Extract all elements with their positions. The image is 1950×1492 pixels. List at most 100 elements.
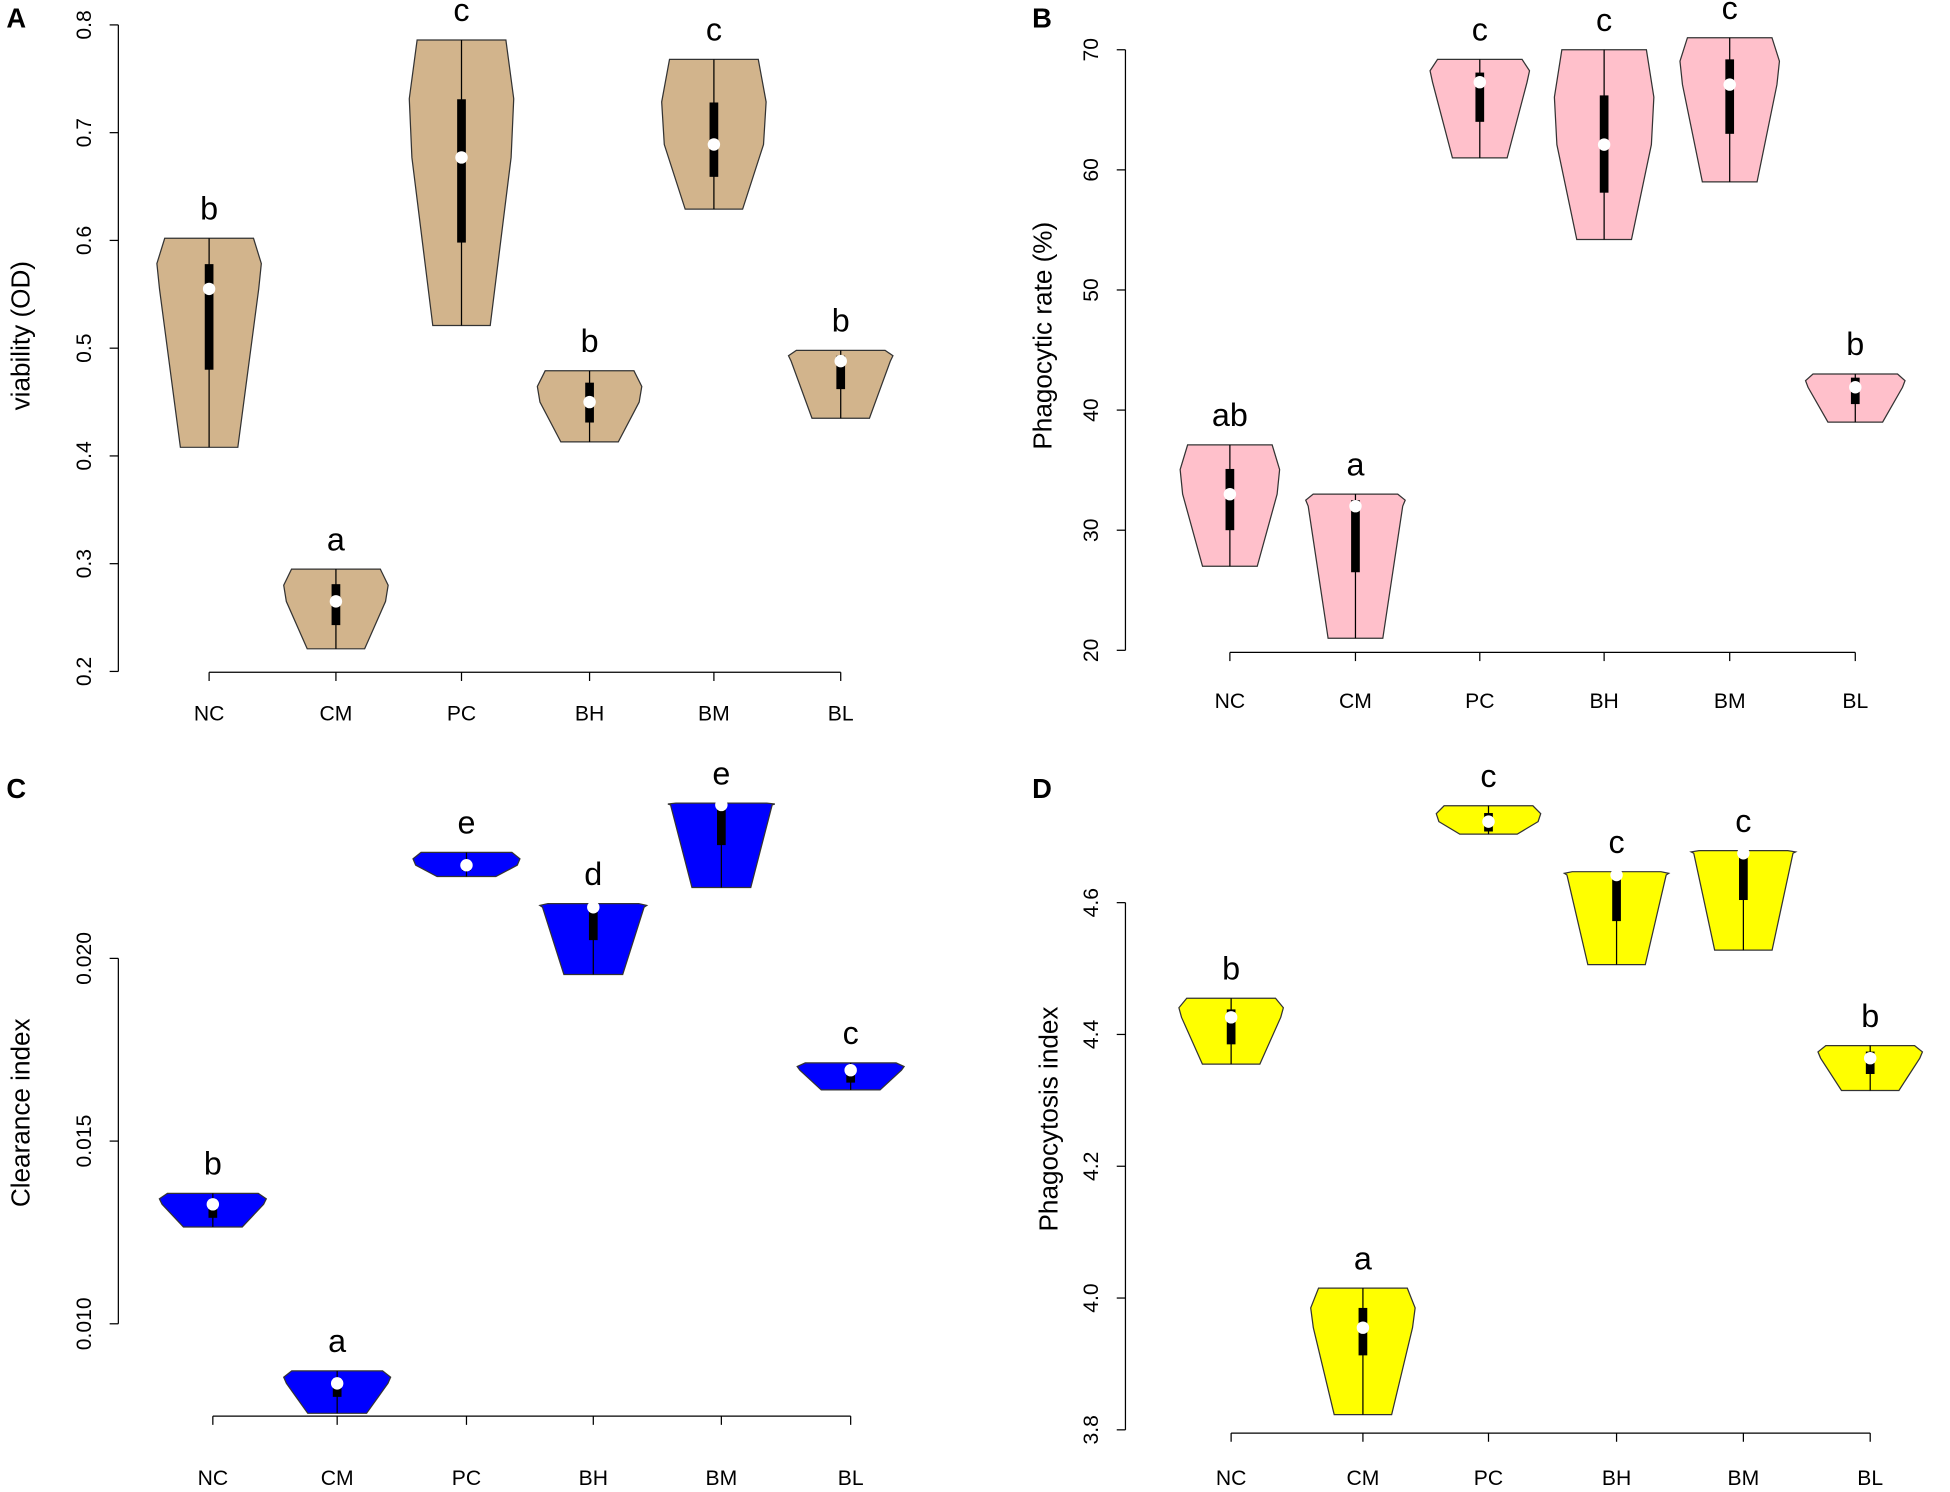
y-tick-label: 4.4 [1080,1020,1103,1050]
iqr-box [836,355,846,390]
median [834,354,847,368]
x-tick-label: PC [447,702,476,725]
group-letter: b [1222,950,1240,986]
x-tick-label: PC [1474,1467,1503,1490]
y-tick-label: 0.2 [73,657,96,686]
iqr-box [204,264,214,370]
median [202,282,216,296]
group-letter: b [1846,326,1864,362]
group-letter: d [584,856,602,892]
x-tick-label: BM [706,1467,738,1490]
group-letter: c [1722,0,1738,26]
iqr-box [457,99,466,243]
group-letter: c [1608,824,1624,860]
panel-label: D [1032,773,1052,804]
group-letter: e [457,805,475,841]
x-tick-label: NC [198,1467,229,1490]
iqr-box [1226,1009,1236,1045]
y-tick-label: 60 [1080,158,1103,182]
median [460,858,473,872]
x-tick-label: BM [698,702,730,725]
y-tick-label: 0.6 [73,226,96,255]
y-tick-label: 0.020 [73,932,96,985]
median [329,595,343,608]
x-tick-label: BM [1728,1467,1760,1490]
x-tick-label: BM [1714,690,1746,713]
median [1723,78,1736,91]
y-tick-label: 4.2 [1080,1152,1103,1181]
x-tick-label: CM [319,702,352,725]
x-tick-label: NC [194,702,225,725]
group-letter: e [712,755,730,791]
panel-label: A [6,2,26,33]
y-tick-label: 0.3 [73,549,96,578]
group-letter: ab [1212,397,1248,433]
x-tick-label: BH [1589,690,1618,713]
panel-label: B [1032,2,1052,33]
median [1224,1011,1238,1024]
median [707,138,721,151]
group-letter: c [1480,758,1496,794]
median [1597,138,1611,151]
y-tick-label: 0.010 [73,1297,96,1350]
group-letter: a [327,521,345,557]
x-tick-label: PC [1465,690,1494,713]
y-axis-label: Phagocytosis index [1034,1007,1064,1232]
median [715,798,728,812]
y-tick-label: 4.0 [1080,1283,1103,1312]
median [330,1377,344,1390]
x-tick-label: BH [575,702,604,725]
median [1473,75,1487,89]
x-tick-label: BH [579,1467,608,1490]
group-letter: c [453,0,469,28]
iqr-box [846,1071,856,1083]
x-tick-label: BL [1857,1467,1883,1490]
y-tick-label: 40 [1080,398,1103,422]
group-letter: b [832,303,850,339]
y-tick-label: 0.7 [73,118,96,147]
y-axis-label: Phagocytic rate (%) [1028,222,1058,450]
median [206,1198,220,1211]
x-tick-label: CM [1339,690,1372,713]
iqr-box [1351,500,1360,573]
median [1356,1321,1370,1334]
iqr-box [1725,59,1735,134]
y-tick-label: 0.015 [73,1115,96,1168]
group-letter: b [1861,998,1879,1034]
iqr-box [1612,877,1621,922]
iqr-box [717,808,726,846]
group-letter: a [328,1323,346,1359]
median [1863,1051,1877,1065]
median [583,395,596,409]
y-tick-label: 0.5 [73,333,96,362]
y-tick-label: 70 [1080,38,1103,62]
y-tick-label: 50 [1080,278,1103,302]
x-tick-label: NC [1216,1467,1247,1490]
group-letter: a [1346,446,1364,482]
y-axis-label: viability (OD) [5,261,35,410]
y-tick-label: 4.6 [1080,888,1103,917]
x-tick-label: NC [1215,690,1246,713]
y-axis-label: Clearance index [5,1018,35,1207]
iqr-box [1475,72,1485,122]
x-tick-label: BL [1842,690,1868,713]
group-letter: c [843,1015,859,1051]
group-letter: b [204,1146,222,1182]
x-tick-label: CM [321,1467,354,1490]
x-tick-label: PC [452,1467,481,1490]
median [1482,815,1495,828]
median [844,1063,857,1077]
y-tick-label: 30 [1080,518,1103,542]
median [587,901,600,914]
group-letter: c [1735,803,1751,839]
x-tick-label: BL [828,702,854,725]
median [1849,381,1862,394]
y-tick-label: 3.8 [1080,1415,1103,1444]
group-letter: a [1354,1240,1372,1276]
median [1349,499,1362,513]
group-letter: c [706,12,722,48]
iqr-box [1739,855,1748,901]
iqr-box [588,910,598,941]
y-tick-label: 0.4 [73,441,96,471]
